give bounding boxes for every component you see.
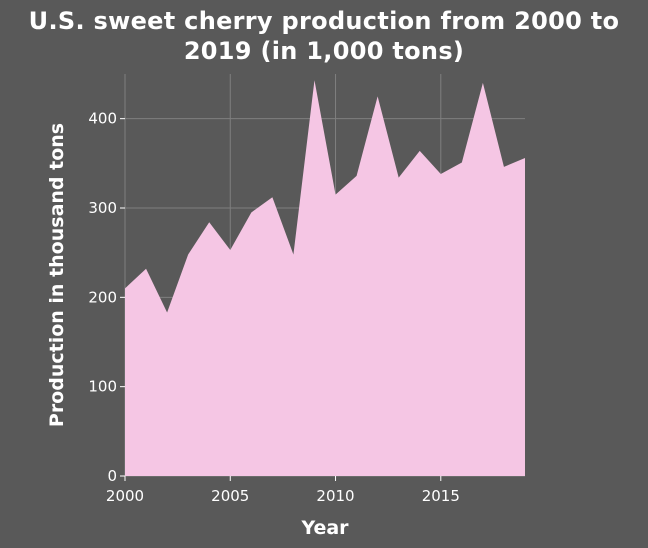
x-tick-label: 2010 [316,487,354,505]
y-axis-label: Production in thousand tons [46,123,68,427]
y-tick-label: 400 [88,110,117,128]
x-tick-label: 2005 [211,487,249,505]
chart-title: U.S. sweet cherry production from 2000 t… [0,6,648,66]
y-tick-label: 0 [107,467,117,485]
chart-title-line-2: 2019 (in 1,000 tons) [183,37,465,65]
area-series [125,80,525,477]
y-tick-label: 300 [88,199,117,217]
area-fill [125,80,525,477]
y-tick-label: 200 [88,288,117,306]
y-tick-label: 100 [88,378,117,396]
x-tick-label: 2000 [106,487,144,505]
axis-ticks: 2000 2005 2010 2015 0 100 200 300 400 [88,110,460,505]
x-tick-label: 2015 [422,487,460,505]
chart-title-line-1: U.S. sweet cherry production from 2000 t… [28,7,620,35]
x-axis-label: Year [300,517,349,539]
